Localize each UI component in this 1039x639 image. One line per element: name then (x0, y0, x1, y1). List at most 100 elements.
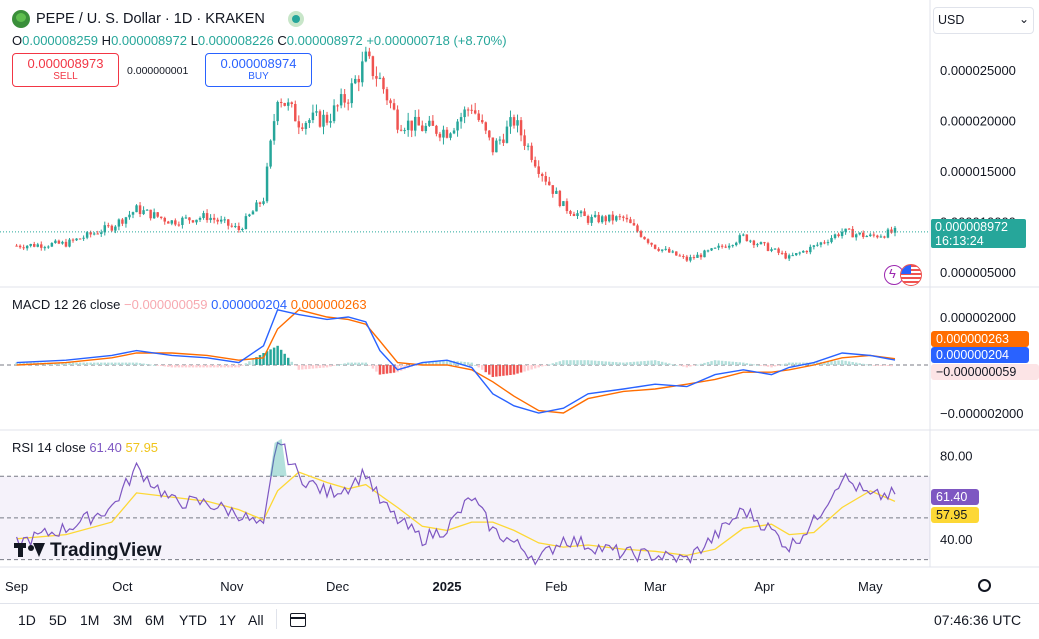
utc-clock[interactable]: 07:46:36 UTC (934, 612, 1022, 628)
candle-body (459, 117, 463, 122)
date-range-calendar-icon[interactable] (289, 610, 307, 628)
macd-histogram-bar (329, 365, 332, 367)
timeframe-ytd[interactable]: YTD (179, 612, 207, 628)
chart-canvas[interactable]: 0.0000250000.0000200000.0000150000.00001… (0, 0, 1039, 603)
candle-body (766, 243, 770, 251)
sell-button[interactable]: 0.000008973 SELL (12, 53, 119, 87)
candle-body (368, 51, 371, 57)
settings-gear-icon[interactable] (976, 577, 992, 593)
candle-body (265, 166, 269, 202)
candle-body (251, 211, 255, 215)
candle-body (879, 236, 883, 238)
macd-histogram-bar (608, 361, 611, 365)
candle-body (710, 248, 713, 251)
macd-histogram-bar (667, 363, 671, 365)
macd-histogram-bar (85, 362, 89, 365)
macd-histogram-bar (646, 360, 650, 365)
macd-histogram-bar (219, 365, 223, 368)
candle-body (234, 225, 237, 227)
candle-body (399, 129, 403, 131)
macd-histogram-bar (78, 362, 82, 365)
candle-body (519, 120, 523, 136)
price-axis-tick: 0.000015000 (940, 164, 1016, 179)
candle-body (466, 109, 470, 111)
open-value: 0.000008259 (22, 33, 99, 48)
candle-body (805, 250, 809, 253)
candle-body (505, 126, 509, 143)
candle-body (759, 242, 763, 245)
change-value: +0.000000718 (+8.70%) (366, 33, 507, 48)
macd-histogram-bar (382, 365, 385, 375)
candle-body (706, 250, 710, 252)
macd-histogram-bar (766, 365, 770, 367)
candle-body (720, 245, 724, 247)
candle-body (311, 112, 315, 121)
rsi-legend[interactable]: RSI 14 close 61.40 57.95 (12, 440, 158, 455)
timeframe-1y[interactable]: 1Y (219, 612, 237, 628)
macd-histogram-bar (170, 365, 174, 368)
macd-histogram-bar (431, 361, 435, 365)
candle-body (675, 251, 678, 256)
timeframe-1d[interactable]: 1D (18, 612, 36, 628)
candle-body (92, 233, 96, 235)
candle-body (738, 235, 742, 243)
buy-button[interactable]: 0.000008974 BUY (205, 53, 312, 87)
macd-histogram-bar (227, 365, 230, 368)
macd-histogram-bar (18, 362, 22, 365)
macd-hist-value: −0.000000059 (124, 297, 208, 312)
timeframe-all[interactable]: All (248, 612, 264, 628)
candle-body (75, 238, 78, 241)
timeframe-5d[interactable]: 5D (49, 612, 67, 628)
candle-body (657, 248, 660, 251)
macd-histogram-bar (177, 365, 181, 368)
candle-body (791, 255, 794, 257)
last-price-tag: 0.000008972 16:13:24 (931, 219, 1026, 248)
macd-histogram-bar (689, 365, 692, 367)
candle-body (357, 78, 361, 83)
macd-title: MACD 12 26 close (12, 297, 121, 312)
timeframe-3m[interactable]: 3M (113, 612, 133, 628)
macd-histogram-bar (350, 362, 353, 365)
timeframe-1m[interactable]: 1M (80, 612, 100, 628)
macd-histogram-bar (466, 362, 470, 365)
macd-histogram-bar (678, 365, 682, 366)
macd-histogram-bar (301, 365, 304, 370)
ohlc-legend: O0.000008259 H0.000008972 L0.000008226 C… (12, 33, 507, 48)
candle-body (413, 116, 417, 131)
macd-histogram-bar (103, 362, 107, 365)
candle-body (57, 240, 61, 244)
candle-body (660, 249, 664, 251)
macd-legend[interactable]: MACD 12 26 close −0.000000059 0.00000020… (12, 297, 367, 312)
macd-histogram-bar (212, 365, 216, 368)
macd-histogram-bar (346, 362, 350, 365)
candle-body (816, 244, 819, 246)
macd-histogram-bar (375, 365, 378, 372)
chevron-down-icon: ⌄ (1019, 12, 1030, 26)
candle-body (463, 109, 466, 118)
macd-histogram-bar (75, 362, 78, 365)
candle-body (491, 137, 495, 153)
market-open-status-icon[interactable] (288, 11, 304, 27)
macd-histogram-bar (195, 365, 198, 368)
candle-body (375, 76, 378, 79)
macd-histogram-bar (262, 353, 265, 365)
currency-select[interactable]: USD ⌄ (933, 7, 1034, 34)
macd-histogram-bar (188, 365, 191, 368)
candle-body (174, 220, 177, 225)
macd-histogram-bar (389, 365, 392, 374)
candle-body (61, 241, 64, 244)
us-flag-icon[interactable] (900, 264, 922, 286)
candle-body (318, 111, 322, 127)
macd-histogram-bar (174, 365, 177, 368)
macd-histogram-bar (361, 362, 364, 365)
macd-pane (0, 308, 930, 414)
timeframe-6m[interactable]: 6M (145, 612, 165, 628)
macd-histogram-bar (890, 365, 893, 367)
macd-histogram-bar (851, 362, 854, 365)
macd-histogram-bar (241, 365, 244, 366)
candle-body (181, 217, 184, 225)
macd-histogram-bar (470, 362, 473, 365)
candle-body (844, 228, 847, 232)
macd-histogram-bar (749, 363, 752, 365)
candle-body (50, 243, 54, 247)
